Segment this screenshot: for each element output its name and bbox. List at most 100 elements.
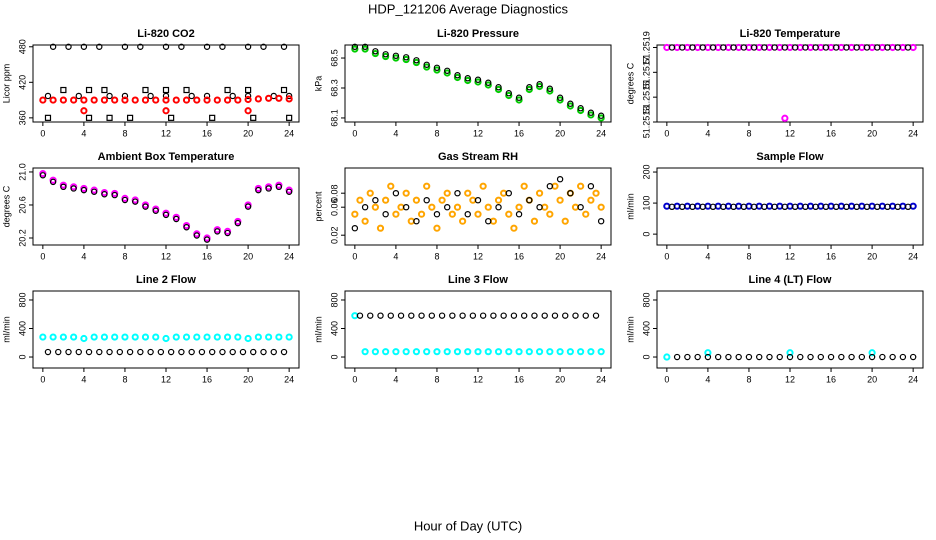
point (49, 333, 57, 341)
x-tick-label: 8 (434, 128, 439, 138)
point (724, 202, 733, 210)
point (356, 312, 364, 319)
panel: Line 4 (LT) Flow ml/min 0 4 8 12 16 20 24 0 400 800 (625, 274, 924, 384)
panel: Li-820 Pressure kPa 0 4 8 12 16 20 24 68.1 68.3 68.… (313, 28, 612, 138)
point (848, 353, 855, 361)
point (111, 96, 119, 104)
point (530, 217, 539, 225)
point (505, 189, 512, 197)
point (673, 202, 681, 210)
point (577, 106, 585, 115)
point (286, 114, 293, 121)
y-tick-label: 0 (17, 355, 27, 360)
point (162, 43, 170, 50)
y-axis-label: percent (313, 191, 323, 222)
point (443, 189, 451, 197)
point (704, 43, 712, 52)
point (520, 312, 528, 319)
point (223, 333, 232, 341)
point (443, 69, 451, 77)
point (489, 217, 497, 225)
point (505, 90, 512, 97)
panel: Li-820 CO2 Licor ppm 0 4 8 12 16 20 24 360 420 480 (1, 28, 300, 138)
x-tick-label: 20 (555, 251, 565, 261)
point (223, 96, 232, 104)
x-tick-label: 0 (352, 251, 357, 261)
point (418, 312, 425, 319)
point (44, 348, 52, 356)
point (474, 78, 482, 86)
point (39, 172, 47, 179)
point (577, 348, 585, 356)
point (474, 76, 482, 83)
point (152, 333, 160, 341)
point (904, 44, 912, 51)
plot-box (344, 167, 612, 246)
point (668, 44, 676, 51)
x-tick-label: 8 (434, 374, 439, 384)
point (500, 312, 507, 319)
point (382, 210, 389, 218)
point (479, 312, 487, 319)
point (479, 182, 487, 190)
point (131, 333, 139, 341)
point (781, 203, 789, 211)
point (229, 92, 236, 100)
point (438, 196, 446, 204)
y-tick-label: 200 (641, 165, 651, 180)
point (234, 219, 242, 227)
point (203, 333, 211, 341)
point (142, 86, 149, 94)
point (551, 312, 559, 319)
point (663, 202, 671, 210)
point (111, 333, 119, 341)
point (515, 96, 523, 104)
point (423, 182, 431, 190)
x-axis-label: Hour of Day (UTC) (414, 518, 522, 533)
point (699, 44, 706, 51)
point (260, 43, 267, 50)
point (720, 203, 727, 211)
point (413, 57, 420, 64)
point (224, 86, 231, 94)
y-tick-label: 0.02 (329, 226, 339, 244)
point (382, 51, 389, 58)
y-tick-label: 51.2513 (641, 106, 651, 139)
point (827, 353, 835, 361)
point (203, 236, 211, 243)
plot-box (656, 290, 924, 369)
point (684, 353, 691, 361)
panel-title: Sample Flow (756, 151, 824, 163)
point (817, 43, 825, 52)
point (730, 203, 737, 211)
point (219, 43, 226, 50)
point (526, 84, 533, 91)
x-tick-label: 20 (867, 251, 877, 261)
x-tick-label: 12 (785, 374, 795, 384)
point (597, 203, 605, 211)
x-tick-label: 4 (705, 374, 710, 384)
point (781, 44, 789, 51)
x-tick-label: 16 (826, 128, 836, 138)
point (250, 348, 257, 356)
x-tick-label: 20 (243, 374, 253, 384)
point (484, 348, 492, 356)
point (515, 203, 523, 211)
point (802, 44, 809, 51)
point (541, 203, 549, 211)
point (106, 92, 113, 100)
point (402, 189, 410, 197)
point (766, 353, 773, 361)
point (546, 182, 554, 190)
x-tick-label: 4 (393, 374, 398, 384)
y-tick-label: 20.2 (17, 229, 27, 247)
point (372, 48, 379, 55)
x-tick-label: 8 (434, 251, 439, 261)
point (162, 96, 170, 104)
point (423, 61, 430, 68)
y-axis-label: kPa (313, 76, 323, 92)
figure-title: HDP_121206 Average Diagnostics (368, 1, 568, 16)
y-tick-label: 0 (641, 232, 651, 237)
point (361, 348, 369, 356)
point (889, 353, 896, 361)
